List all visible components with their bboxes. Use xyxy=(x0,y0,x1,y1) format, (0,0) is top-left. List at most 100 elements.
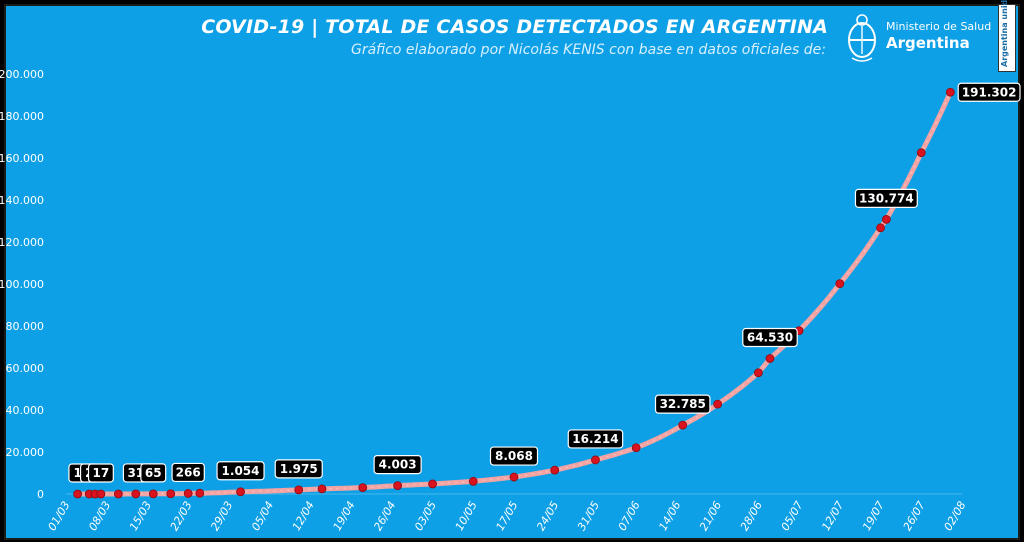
plot-area: 121731652661.0541.9754.0038.06816.21432.… xyxy=(68,82,1021,499)
data-point xyxy=(753,368,763,378)
data-point xyxy=(195,488,205,498)
data-point xyxy=(835,279,845,289)
x-tick-label: 01/03 xyxy=(45,499,72,533)
x-tick-label: 02/08 xyxy=(941,499,968,533)
y-tick-label: 20.000 xyxy=(6,446,45,459)
data-label: 1.975 xyxy=(280,462,318,476)
y-tick-label: 180.000 xyxy=(0,110,44,123)
x-tick-label: 19/07 xyxy=(860,499,887,533)
data-point xyxy=(945,87,955,97)
data-point xyxy=(916,148,926,158)
argentina-unida-badge: Argentina unida xyxy=(998,0,1016,72)
data-label: 4.003 xyxy=(379,458,417,472)
data-label-box xyxy=(957,82,1021,102)
data-point xyxy=(631,443,641,453)
y-axis: 0 20.000 40.000 60.000 80.000 100.000 120.000 1… xyxy=(0,68,44,501)
data-label: 1 xyxy=(73,466,81,480)
data-label-box xyxy=(216,461,265,481)
data-point xyxy=(294,485,304,495)
x-tick-label: 15/03 xyxy=(127,499,154,533)
logo-line2: Argentina xyxy=(886,34,970,52)
data-label: 31 xyxy=(127,466,144,480)
data-point xyxy=(131,489,141,499)
data-point xyxy=(393,481,403,490)
x-tick-label: 07/06 xyxy=(616,499,643,533)
data-point xyxy=(358,483,368,493)
data-point xyxy=(236,487,245,497)
ministerio-logo: Ministerio de Salud Argentina xyxy=(842,12,992,64)
data-label: 8.068 xyxy=(495,449,533,463)
y-tick-label: 160.000 xyxy=(0,152,44,165)
x-tick-label: 14/06 xyxy=(656,499,683,533)
data-point xyxy=(678,420,688,430)
data-label: 17 xyxy=(93,466,110,480)
data-label-box xyxy=(171,462,205,483)
x-tick-label: 12/07 xyxy=(819,499,846,533)
data-point xyxy=(468,476,478,486)
logo-line1: Ministerio de Salud xyxy=(886,20,992,33)
data-point xyxy=(73,489,83,499)
y-tick-label: 80.000 xyxy=(6,320,45,333)
data-point xyxy=(428,479,437,489)
coat-of-arms-icon xyxy=(848,14,876,62)
data-point xyxy=(317,484,327,494)
data-label: 16.214 xyxy=(572,432,618,446)
data-label: 191.302 xyxy=(962,85,1017,99)
data-label-box xyxy=(567,429,624,449)
data-label: 64.530 xyxy=(747,330,793,344)
x-tick-label: 08/03 xyxy=(86,499,113,533)
data-label: 32.785 xyxy=(660,397,706,411)
data-point xyxy=(591,455,600,465)
chart-title: COVID-19 | TOTAL DE CASOS DETECTADOS EN … xyxy=(201,16,828,38)
data-label-box xyxy=(274,459,323,479)
x-tick-label: 21/06 xyxy=(697,499,724,533)
x-tick-label: 05/04 xyxy=(249,499,276,533)
data-point xyxy=(550,465,560,475)
data-point xyxy=(881,214,891,224)
data-point xyxy=(765,354,775,363)
data-label: 1.054 xyxy=(222,464,260,478)
x-tick-label: 31/05 xyxy=(575,499,602,533)
data-label-box xyxy=(140,463,167,483)
x-tick-label: 29/03 xyxy=(208,499,235,533)
data-label-box xyxy=(742,327,798,348)
y-tick-label: 60.000 xyxy=(6,362,45,375)
y-tick-label: 120.000 xyxy=(0,236,44,249)
y-tick-label: 140.000 xyxy=(0,194,44,207)
x-tick-label: 19/04 xyxy=(331,499,358,533)
x-tick-label: 12/04 xyxy=(290,499,317,533)
series-line xyxy=(75,89,953,497)
x-tick-label: 05/07 xyxy=(779,499,806,533)
x-tick-label: 17/05 xyxy=(493,499,520,533)
data-label: 65 xyxy=(145,466,162,480)
data-label-box xyxy=(854,188,918,208)
x-axis: 01/03 08/03 15/03 22/03 29/03 05/04 12/04 19/04… xyxy=(45,493,969,533)
data-label-box xyxy=(373,454,422,475)
data-point xyxy=(183,489,193,498)
y-tick-label: 200.000 xyxy=(0,68,44,81)
x-tick-label: 26/07 xyxy=(901,499,928,533)
data-point xyxy=(713,399,723,409)
data-point xyxy=(876,223,885,233)
x-tick-label: 28/06 xyxy=(738,499,765,533)
data-point xyxy=(113,489,123,499)
x-tick-label: 24/05 xyxy=(534,499,561,533)
data-point xyxy=(96,489,106,499)
data-point xyxy=(166,489,176,499)
chart-subtitle: Gráfico elaborado por Nicolás KENIS con … xyxy=(350,42,826,58)
data-point xyxy=(509,472,519,482)
data-label-box xyxy=(489,446,539,466)
series-line-dots xyxy=(77,92,951,495)
x-tick-label: 10/05 xyxy=(453,499,480,533)
data-label: 266 xyxy=(176,465,201,479)
data-label-box xyxy=(87,463,114,483)
y-tick-label: 0 xyxy=(37,488,44,501)
y-tick-label: 100.000 xyxy=(0,278,44,291)
data-point xyxy=(148,489,158,499)
x-tick-label: 22/03 xyxy=(168,499,195,533)
data-label-box xyxy=(654,394,711,414)
data-label: 130.774 xyxy=(859,191,914,205)
x-tick-label: 03/05 xyxy=(412,499,439,533)
x-tick-label: 26/04 xyxy=(371,499,398,533)
